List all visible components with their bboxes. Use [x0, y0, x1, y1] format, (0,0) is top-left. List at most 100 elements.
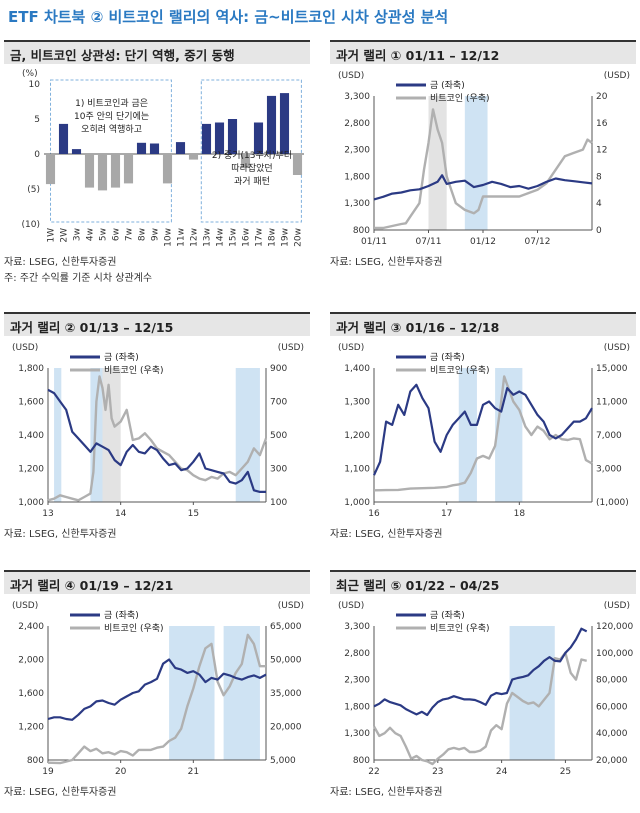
x-tick-label: 14	[115, 509, 127, 519]
legend-label: 금 (좌축)	[430, 610, 465, 621]
source-note: 자료: LSEG, 신한투자증권	[330, 257, 443, 268]
x-tick-label: 11w	[177, 228, 187, 247]
left-axis-unit: (USD)	[338, 71, 364, 81]
bitcoin-series-line	[373, 375, 593, 492]
bar	[110, 154, 121, 188]
bar	[266, 95, 277, 154]
source-note: 자료: LSEG, 신한투자증권	[4, 787, 117, 798]
left-tick-label: 1,800	[344, 702, 370, 712]
left-tick-label: 1,100	[344, 465, 370, 475]
x-tick-label: 8w	[138, 228, 148, 241]
line-chart: (USD) (USD) 3,300 2,800 2,300 1,800 1,300 800 20…	[338, 71, 630, 247]
panel-header: 금, 비트코인 상관성: 단기 역행, 중기 동행	[4, 40, 310, 64]
left-tick-label: 1,400	[344, 364, 370, 374]
left-tick-label: 800	[27, 756, 44, 766]
y-tick-label: (5)	[27, 185, 40, 195]
panel-recent-rally: 최근 랠리 ⑤ 01/22 – 04/25 (USD) (USD) 3,300 2,8…	[330, 570, 636, 800]
left-axis-unit: (USD)	[12, 601, 38, 611]
rally-shade	[235, 368, 260, 502]
bar	[84, 154, 95, 188]
source-note: 자료: LSEG, 신한투자증권	[4, 257, 117, 268]
right-axis-unit: (USD)	[278, 601, 304, 611]
footnote: 주: 주간 수익률 기준 시차 상관계수	[4, 273, 153, 284]
gold-series-line	[373, 174, 593, 201]
x-tick-label: 20w	[294, 228, 304, 247]
y-tick-label: (10)	[22, 220, 40, 230]
left-tick-label: 1,300	[344, 729, 370, 739]
right-tick-label: 700	[270, 398, 287, 408]
left-tick-label: 1,200	[18, 465, 44, 475]
right-tick-label: 65,000	[270, 622, 302, 632]
line-chart: (USD) (USD) 1,800 1,600 1,400 1,200 1,000 900 70…	[12, 343, 304, 519]
panel-rally-3: 과거 랠리 ③ 01/16 – 12/18 (USD) (USD) 1,400 1,3…	[330, 312, 636, 542]
annotation-box-2	[200, 79, 302, 223]
panel-header: 과거 랠리 ② 01/13 – 12/15	[4, 312, 310, 336]
panel-rally-2: 과거 랠리 ② 01/13 – 12/15 (USD) (USD) 1,800 1,6…	[4, 312, 310, 542]
right-tick-label: 20,000	[596, 756, 628, 766]
right-tick-label: 100,000	[596, 649, 633, 659]
rally-shade	[428, 96, 447, 230]
x-tick-label: 13	[42, 509, 53, 519]
legend-label: 금 (좌축)	[430, 80, 465, 91]
x-tick-label: 1W	[47, 228, 57, 243]
bar	[58, 123, 69, 154]
x-tick-label: 21	[188, 767, 199, 777]
right-axis-unit: (USD)	[604, 601, 630, 611]
legend-label: 비트코인 (우축)	[104, 365, 164, 376]
bar	[253, 122, 264, 154]
legend-label: 비트코인 (우축)	[430, 365, 490, 376]
panel-correlation: 금, 비트코인 상관성: 단기 역행, 중기 동행 (%) 10 5 0 (5) (10)…	[4, 40, 310, 286]
x-tick-label: 15w	[229, 228, 239, 247]
x-tick-label: 17	[441, 509, 452, 519]
left-tick-label: 3,300	[344, 622, 370, 632]
x-tick-label: 07/12	[525, 237, 551, 247]
right-tick-label: 3,000	[596, 465, 622, 475]
x-tick-label: 9w	[151, 228, 161, 241]
bar	[292, 154, 303, 175]
right-tick-label: 100	[270, 498, 287, 508]
x-tick-label: 10w	[164, 228, 174, 247]
annotation-text: 오히려 역행하고	[81, 123, 142, 135]
left-tick-label: 1,200	[18, 723, 44, 733]
right-tick-label: 8	[596, 172, 602, 182]
bar	[227, 119, 238, 154]
x-tick-label: 15	[188, 509, 199, 519]
left-tick-label: 1,300	[344, 199, 370, 209]
x-tick-label: 01/12	[470, 237, 496, 247]
right-axis-unit: (USD)	[278, 343, 304, 353]
left-tick-label: 2,000	[18, 656, 44, 666]
legend-label: 금 (좌축)	[104, 352, 139, 363]
y-tick-label: 5	[34, 115, 40, 125]
left-tick-label: 3,300	[344, 92, 370, 102]
right-tick-label: 80,000	[596, 676, 628, 686]
annotation-text: 따라잡았던	[231, 162, 272, 174]
right-tick-label: 120,000	[596, 622, 633, 632]
x-tick-label: 12w	[190, 228, 200, 247]
x-tick-label: 25	[560, 767, 571, 777]
x-tick-label: 6w	[112, 228, 122, 241]
right-tick-label: 20	[596, 92, 608, 102]
right-axis-unit: (USD)	[604, 71, 630, 81]
x-tick-label: 13w	[203, 228, 213, 247]
left-tick-label: 800	[353, 756, 370, 766]
left-tick-label: 1,000	[344, 498, 370, 508]
panel-header: 과거 랠리 ③ 01/16 – 12/18	[330, 312, 636, 336]
x-tick-label: 7w	[125, 228, 135, 241]
left-axis-unit: (USD)	[12, 343, 38, 353]
right-tick-label: 500	[270, 431, 287, 441]
bar	[188, 154, 199, 160]
left-tick-label: 1,000	[18, 498, 44, 508]
annotation-text: 과거 패턴	[234, 176, 270, 187]
bitcoin-series-line	[374, 108, 593, 230]
bar	[71, 149, 82, 154]
x-tick-label: 18	[514, 509, 526, 519]
right-tick-label: 300	[270, 465, 287, 475]
x-tick-label: 5w	[99, 228, 109, 241]
left-tick-label: 2,400	[18, 622, 44, 632]
legend-label: 금 (좌축)	[104, 610, 139, 621]
y-tick-label: 10	[29, 80, 41, 90]
x-tick-label: 16w	[242, 228, 252, 247]
left-tick-label: 1,800	[344, 172, 370, 182]
right-tick-label: 4	[596, 199, 602, 209]
x-tick-label: 23	[432, 767, 443, 777]
